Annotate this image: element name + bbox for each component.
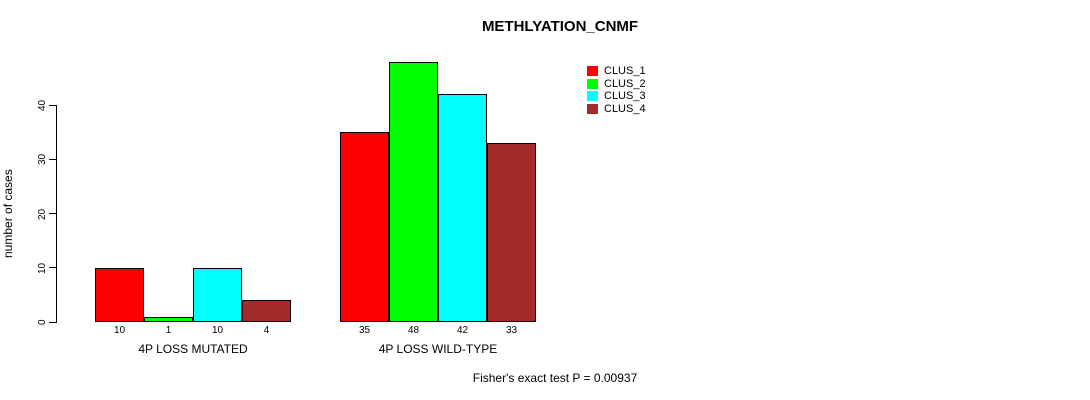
x-category-label: 4P LOSS WILD-TYPE [378,342,498,356]
x-category-label: 4P LOSS MUTATED [138,342,248,356]
legend-item: CLUS_3 [587,90,646,103]
bar-clus_4-1 [242,300,291,322]
bar-clus_2-1 [144,316,193,322]
bar-value-label: 4 [263,325,270,336]
legend-label: CLUS_2 [604,77,646,90]
y-axis-tick [49,213,56,214]
bar-clus_3-1 [193,267,242,322]
stat-caption: Fisher's exact test P = 0.00937 [472,371,638,385]
bar-clus_1-1 [95,267,144,322]
legend-label: CLUS_3 [604,90,646,103]
legend-item: CLUS_2 [587,78,646,91]
bar-value-label: 10 [211,325,224,336]
legend: CLUS_1 CLUS_2 CLUS_3 CLUS_4 [587,65,646,115]
legend-swatch [587,78,598,89]
bar-value-label: 33 [505,325,518,336]
y-axis-tick [49,321,56,323]
legend-item: CLUS_4 [587,103,646,116]
y-axis-tick-label: 10 [37,262,48,274]
chart-title: METHLYATION_CNMF [481,18,639,35]
y-axis-label: number of cases [1,169,15,258]
legend-item: CLUS_1 [587,65,646,78]
y-axis-tick-label: 0 [37,319,48,325]
bar-clus_2-2 [389,61,438,322]
y-axis-tick-label: 40 [37,99,48,111]
legend-label: CLUS_1 [604,65,646,78]
bar-clus_3-2 [438,94,487,322]
bar-value-label: 10 [113,325,126,336]
bar-value-label: 1 [165,325,172,336]
legend-swatch [587,66,598,77]
bar-value-label: 48 [407,325,420,336]
legend-label: CLUS_4 [604,102,646,115]
y-axis-tick-label: 30 [37,153,48,165]
bar-value-label: 35 [358,325,371,336]
y-axis-tick [49,158,56,160]
bar-clus_1-2 [340,132,389,322]
y-axis-tick [49,267,56,269]
bar-value-label: 42 [456,325,469,336]
bar-clus_4-2 [487,142,536,322]
y-axis-tick-label: 20 [37,207,48,220]
legend-swatch [587,103,598,114]
y-axis-tick [49,104,56,106]
y-axis-line [56,105,57,323]
legend-swatch [587,91,598,102]
